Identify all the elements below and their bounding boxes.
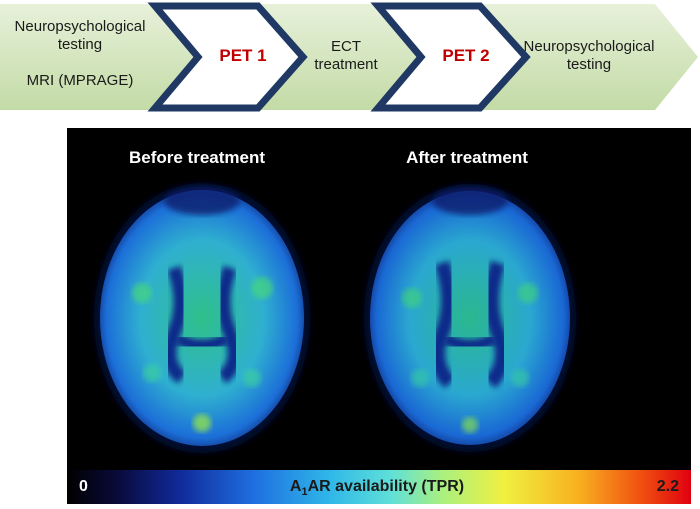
before-treatment-title: Before treatment bbox=[128, 148, 266, 167]
step-mri: MRI (MPRAGE) bbox=[0, 72, 160, 90]
after-treatment-title: After treatment bbox=[406, 148, 528, 167]
brain-scan-after bbox=[364, 184, 576, 452]
step-ect-treatment: ECT treatment bbox=[300, 38, 392, 74]
step-final-line1: Neuropsychological bbox=[523, 38, 655, 55]
colorbar-title-rest: AR availability (TPR) bbox=[307, 478, 465, 495]
pet1-chevron bbox=[147, 2, 308, 112]
step-final-line2: testing bbox=[566, 56, 612, 73]
pet-scan-panel: Before treatment After treatment bbox=[67, 128, 691, 504]
colorbar-title: A1AR availability (TPR) bbox=[227, 478, 527, 498]
step-neuropsych-testing: Neuropsychological testing bbox=[0, 18, 160, 54]
brain-scan-before bbox=[94, 183, 310, 453]
colorbar-min-label: 0 bbox=[79, 478, 88, 495]
pet1-label: PET 1 bbox=[219, 46, 267, 65]
colorbar-title-prefix: A bbox=[289, 478, 302, 495]
step-ect-line2: treatment bbox=[314, 56, 378, 73]
step-neuropsych-line1: Neuropsychological bbox=[14, 18, 146, 35]
step-neuropsych-line2: testing bbox=[57, 36, 103, 53]
step-ect-line1: ECT bbox=[331, 38, 361, 55]
step-mri-label: MRI (MPRAGE) bbox=[26, 72, 134, 89]
colorbar: 0 A1AR availability (TPR) 2.2 bbox=[67, 470, 691, 504]
pet2-label: PET 2 bbox=[442, 46, 490, 65]
step-final-neuropsych-testing: Neuropsychological testing bbox=[514, 38, 664, 74]
colorbar-max-label: 2.2 bbox=[656, 478, 679, 495]
pet2-chevron bbox=[370, 2, 531, 112]
colorbar-title-subscript: 1 bbox=[301, 486, 308, 499]
workflow-arrow bbox=[0, 2, 698, 112]
